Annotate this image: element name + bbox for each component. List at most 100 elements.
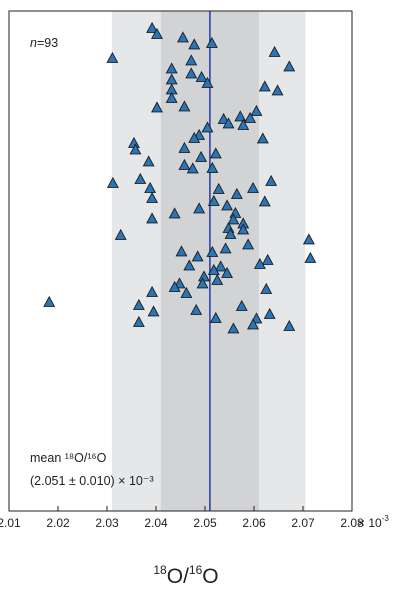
x-tick-label: 2.01 <box>0 516 21 530</box>
data-point <box>212 182 225 194</box>
data-point <box>144 181 157 193</box>
data-point <box>263 307 276 319</box>
data-point <box>219 242 232 254</box>
data-point <box>256 132 269 144</box>
mean-annotation-line1: mean ¹⁸O/¹⁶O <box>30 451 107 465</box>
data-point <box>304 251 317 263</box>
data-point <box>237 223 250 235</box>
data-point <box>250 104 263 116</box>
data-point <box>195 70 208 82</box>
data-point <box>247 181 259 193</box>
data-point <box>193 202 206 214</box>
data-point <box>207 263 220 275</box>
data-point <box>253 257 266 269</box>
data-point <box>178 100 191 112</box>
data-point <box>235 299 248 311</box>
data-point <box>165 62 178 74</box>
data-point <box>106 51 119 63</box>
plot-frame <box>8 10 353 512</box>
data-point <box>302 233 315 245</box>
data-point <box>234 110 247 122</box>
data-point <box>268 45 281 57</box>
data-point <box>221 266 234 278</box>
data-point <box>147 305 160 317</box>
data-point <box>43 295 56 307</box>
data-point <box>258 80 271 92</box>
data-point <box>114 228 127 240</box>
data-point <box>183 259 196 271</box>
data-point <box>265 174 278 186</box>
data-point <box>209 311 222 323</box>
x-title-text: O <box>202 565 218 588</box>
x-tick-label: 2.04 <box>144 516 168 530</box>
data-point <box>132 298 145 310</box>
data-point <box>214 260 227 272</box>
data-point <box>146 21 159 33</box>
data-point <box>185 67 198 79</box>
data-point <box>129 143 142 155</box>
data-point <box>186 162 199 174</box>
data-point <box>180 286 193 298</box>
data-point <box>151 27 163 39</box>
x-axis-multiplier: × 10-3 <box>358 514 389 530</box>
x-tick-label: 2.08 <box>340 516 364 530</box>
data-points <box>43 21 317 334</box>
data-point <box>142 155 155 167</box>
x-axis-ticks: 2.01 2.02 2.03 2.04 2.05 2.06 2.07 2.08 <box>0 506 364 530</box>
data-point <box>106 176 119 188</box>
sample-size-label: n=93 <box>30 36 58 50</box>
data-point <box>260 282 273 294</box>
x-axis-title: 18O/16O <box>153 563 218 588</box>
data-point <box>178 158 191 170</box>
data-point <box>258 195 271 207</box>
data-point <box>185 54 198 66</box>
data-point <box>205 36 218 48</box>
data-point <box>168 280 181 292</box>
data-point <box>244 111 257 123</box>
x-title-superscript: 16 <box>189 563 203 577</box>
data-point <box>206 245 219 257</box>
data-point <box>209 147 222 159</box>
data-point <box>188 131 201 143</box>
data-point <box>196 277 209 289</box>
data-point <box>221 199 234 211</box>
data-point <box>195 150 208 162</box>
data-point <box>165 91 178 103</box>
x-tick-label: 2.03 <box>95 516 119 530</box>
data-point <box>190 303 203 315</box>
data-point <box>188 38 201 50</box>
data-point <box>146 191 159 203</box>
data-point <box>168 207 181 219</box>
mean-annotation-line2: (2.051 ± 0.010) × 10⁻³ <box>30 474 154 488</box>
x-tick-label: 2.07 <box>291 516 315 530</box>
data-point <box>176 31 189 43</box>
data-point <box>146 212 159 224</box>
x-title-text: O/ <box>167 565 189 588</box>
data-point <box>201 76 214 88</box>
x-tick-label: 2.06 <box>242 516 266 530</box>
x-tick-label: 2.05 <box>193 516 217 530</box>
data-point <box>191 250 204 262</box>
x-tick-label: 2.02 <box>46 516 70 530</box>
data-point <box>146 285 159 297</box>
data-point <box>132 315 145 327</box>
data-point <box>175 245 188 257</box>
data-point <box>222 117 235 129</box>
data-point <box>247 318 259 330</box>
x-title-superscript: 18 <box>153 563 167 577</box>
data-point <box>271 84 284 96</box>
data-point <box>211 273 224 285</box>
data-point <box>283 319 296 331</box>
data-point <box>227 322 240 334</box>
data-point <box>230 187 243 199</box>
data-point <box>151 101 163 113</box>
data-point <box>207 194 220 206</box>
data-point <box>224 227 237 239</box>
data-point <box>227 213 240 225</box>
data-point <box>237 118 250 130</box>
data-point <box>242 238 255 250</box>
data-point <box>283 60 296 72</box>
data-point <box>217 112 230 124</box>
data-point <box>178 141 191 153</box>
